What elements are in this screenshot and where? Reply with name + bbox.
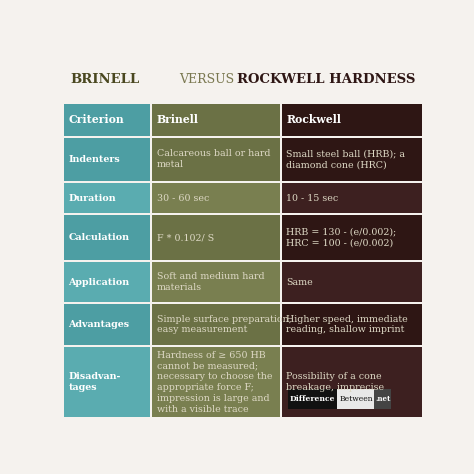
Text: Indenters: Indenters: [68, 155, 120, 164]
Text: Higher speed, immediate
reading, shallow imprint: Higher speed, immediate reading, shallow…: [286, 315, 408, 334]
Bar: [282, 138, 422, 181]
Text: VERSUS: VERSUS: [179, 73, 234, 86]
Bar: [282, 104, 422, 136]
Bar: [337, 389, 374, 409]
Text: Duration: Duration: [68, 193, 116, 202]
Bar: [282, 216, 422, 260]
Bar: [282, 347, 422, 417]
Text: Possibility of a cone
breakage, imprecise: Possibility of a cone breakage, imprecis…: [286, 372, 384, 392]
Bar: [64, 183, 150, 213]
Text: Difference: Difference: [290, 395, 336, 403]
Text: Between: Between: [339, 395, 373, 403]
Text: Application: Application: [68, 277, 129, 286]
Bar: [282, 304, 422, 345]
Bar: [152, 183, 280, 213]
Bar: [152, 104, 280, 136]
Text: Simple surface preparation,
easy measurement: Simple surface preparation, easy measure…: [156, 315, 292, 334]
Bar: [282, 262, 422, 301]
Text: ROCKWELL HARDNESS: ROCKWELL HARDNESS: [237, 73, 416, 86]
Bar: [64, 104, 150, 136]
Text: Small steel ball (HRB); a
diamond cone (HRC): Small steel ball (HRB); a diamond cone (…: [286, 149, 405, 169]
Bar: [374, 389, 391, 409]
Bar: [64, 138, 150, 181]
Bar: [152, 216, 280, 260]
Text: Advantages: Advantages: [68, 320, 129, 329]
Text: Disadvan-
tages: Disadvan- tages: [68, 372, 121, 392]
Bar: [288, 389, 337, 409]
Bar: [64, 216, 150, 260]
Text: HRB = 130 - (e/0.002);
HRC = 100 - (e/0.002): HRB = 130 - (e/0.002); HRC = 100 - (e/0.…: [286, 228, 396, 248]
Text: Same: Same: [286, 277, 313, 286]
Bar: [64, 262, 150, 301]
Text: BRINELL: BRINELL: [70, 73, 139, 86]
Bar: [152, 138, 280, 181]
Text: .net: .net: [375, 395, 391, 403]
Bar: [64, 347, 150, 417]
Text: Soft and medium hard
materials: Soft and medium hard materials: [156, 272, 264, 292]
Text: F * 0.102/ S: F * 0.102/ S: [156, 233, 214, 242]
Text: Criterion: Criterion: [68, 114, 124, 125]
Text: Calcareous ball or hard
metal: Calcareous ball or hard metal: [156, 149, 270, 169]
Text: 10 - 15 sec: 10 - 15 sec: [286, 193, 338, 202]
Bar: [282, 183, 422, 213]
Bar: [152, 347, 280, 417]
Bar: [152, 304, 280, 345]
Bar: [152, 262, 280, 301]
Text: 30 - 60 sec: 30 - 60 sec: [156, 193, 209, 202]
Text: Rockwell: Rockwell: [286, 114, 341, 125]
Text: Brinell: Brinell: [156, 114, 199, 125]
Bar: [64, 304, 150, 345]
Text: Calculation: Calculation: [68, 233, 129, 242]
Text: Hardness of ≥ 650 HB
cannot be measured;
necessary to choose the
appropriate for: Hardness of ≥ 650 HB cannot be measured;…: [156, 351, 272, 413]
